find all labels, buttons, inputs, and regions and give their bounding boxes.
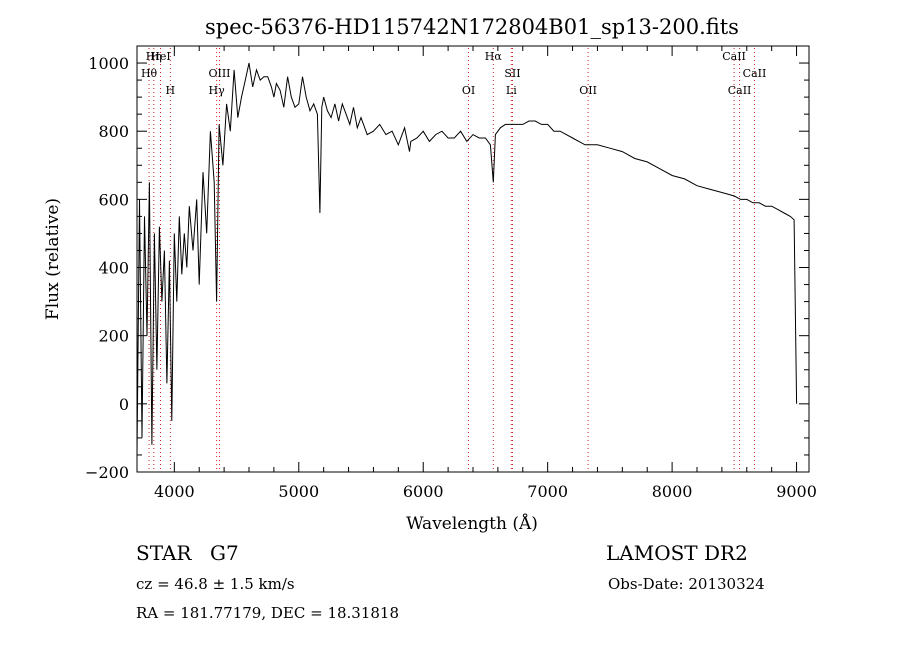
x-axis: 4000 5000 6000 7000 8000 9000 — [154, 46, 817, 501]
line-label: H — [166, 84, 176, 97]
y-axis: −200 0 200 400 600 800 1000 — [85, 45, 809, 482]
y-tick-label: −200 — [85, 463, 129, 482]
line-label: Li — [506, 84, 517, 97]
spectrum-series — [136, 62, 798, 456]
y-tick-label: 600 — [98, 190, 129, 209]
y-tick-label: 1000 — [88, 54, 129, 73]
line-label: Hα — [485, 50, 503, 63]
line-label: OII — [579, 84, 597, 97]
line-label: OI — [462, 84, 475, 97]
line-label: CaII — [722, 50, 746, 63]
line-label: CaII — [743, 67, 767, 80]
redshift-cz: cz = 46.8 ± 1.5 km/s — [136, 575, 295, 593]
observation-date: Obs-Date: 20130324 — [608, 575, 765, 593]
x-tick-label: 9000 — [776, 482, 817, 501]
y-tick-label: 200 — [98, 327, 129, 346]
survey-name: LAMOST DR2 — [606, 541, 748, 565]
x-tick-label: 7000 — [527, 482, 568, 501]
x-tick-label: 8000 — [652, 482, 693, 501]
spectrum-line — [136, 62, 798, 456]
x-tick-label: 5000 — [278, 482, 319, 501]
line-label: CaII — [728, 84, 752, 97]
plot-frame — [136, 45, 810, 473]
line-label: HeI — [150, 50, 170, 63]
y-tick-label: 0 — [119, 395, 129, 414]
object-type: STAR — [136, 541, 192, 565]
spectral-subclass: G7 — [210, 541, 239, 565]
y-tick-label: 400 — [98, 259, 129, 278]
y-axis-label: Flux (relative) — [43, 198, 63, 320]
line-label: Hη — [146, 50, 162, 63]
line-label: OIII — [208, 67, 230, 80]
coordinates: RA = 181.77179, DEC = 18.31818 — [136, 604, 400, 622]
line-markers — [148, 48, 755, 472]
x-tick-label: 4000 — [154, 482, 195, 501]
chart-title: spec-56376-HD115742N172804B01_sp13-200.f… — [205, 15, 739, 39]
y-tick-label: 800 — [98, 122, 129, 141]
x-tick-label: 6000 — [403, 482, 444, 501]
line-label: Hθ — [141, 67, 158, 80]
line-label: Hγ — [209, 84, 226, 97]
line-label: SII — [504, 67, 520, 80]
x-axis-label: Wavelength (Å) — [406, 513, 538, 534]
